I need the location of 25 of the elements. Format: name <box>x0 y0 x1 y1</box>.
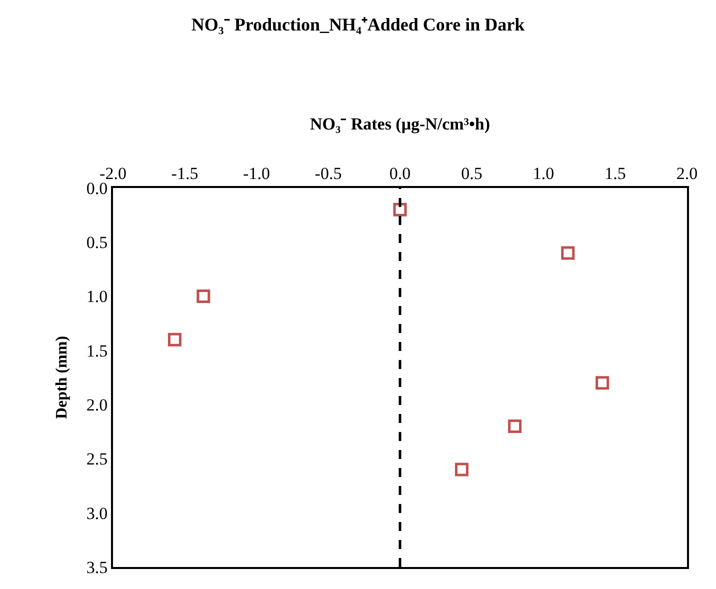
chart-title: NO₃⁻ Production_NH₄⁺Added Core in Dark <box>191 14 525 34</box>
y-tick-label: 0.5 <box>86 233 108 252</box>
point <box>596 376 610 390</box>
point <box>196 290 210 304</box>
y-tick-label: 1.0 <box>86 287 108 306</box>
y-tick-label: 2.5 <box>86 450 108 469</box>
x-tick-label: 1.0 <box>532 164 554 184</box>
point <box>454 462 468 476</box>
x-tick-label: 0.0 <box>389 164 411 184</box>
x-tick-label: -0.5 <box>314 164 342 184</box>
y-tick-label: 3.5 <box>86 558 108 577</box>
point <box>561 246 575 260</box>
x-tick-label: -1.0 <box>243 164 270 184</box>
x-tick-label: -1.5 <box>171 164 198 184</box>
point <box>168 332 182 346</box>
x-axis-title: NO₃⁻ Rates (μg-N/cm³•h) <box>310 114 490 134</box>
y-tick-label: 2.0 <box>86 396 108 415</box>
y-axis-title: Depth (mm) <box>54 336 71 420</box>
x-tick-label: 0.5 <box>461 164 482 184</box>
point <box>508 419 522 433</box>
x-tick-label: 1.5 <box>604 164 626 184</box>
point <box>393 202 407 216</box>
y-tick-label: 3.0 <box>86 504 108 523</box>
x-tick-label: 2.0 <box>676 164 698 184</box>
y-tick-label: 1.5 <box>86 341 108 360</box>
